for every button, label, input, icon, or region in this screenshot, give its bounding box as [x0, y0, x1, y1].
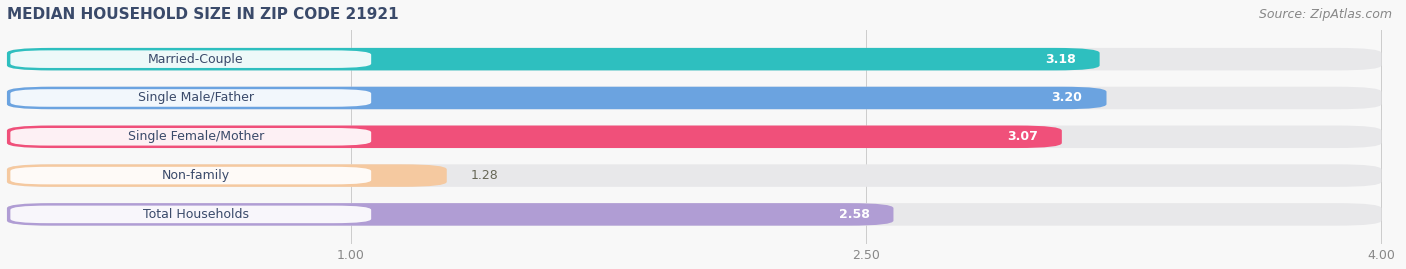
FancyBboxPatch shape	[10, 89, 371, 107]
Text: 1.28: 1.28	[471, 169, 499, 182]
FancyBboxPatch shape	[7, 87, 1107, 109]
Text: 2.58: 2.58	[838, 208, 869, 221]
FancyBboxPatch shape	[7, 87, 1381, 109]
Text: 3.18: 3.18	[1045, 53, 1076, 66]
FancyBboxPatch shape	[7, 164, 447, 187]
Text: Single Male/Father: Single Male/Father	[138, 91, 254, 104]
FancyBboxPatch shape	[7, 48, 1381, 70]
FancyBboxPatch shape	[10, 128, 371, 146]
Text: 3.07: 3.07	[1007, 130, 1038, 143]
FancyBboxPatch shape	[7, 126, 1062, 148]
Text: Non-family: Non-family	[162, 169, 231, 182]
Text: Total Households: Total Households	[143, 208, 249, 221]
FancyBboxPatch shape	[10, 167, 371, 184]
FancyBboxPatch shape	[7, 203, 893, 226]
Text: Source: ZipAtlas.com: Source: ZipAtlas.com	[1258, 8, 1392, 21]
Text: Single Female/Mother: Single Female/Mother	[128, 130, 264, 143]
Text: 3.20: 3.20	[1052, 91, 1083, 104]
FancyBboxPatch shape	[7, 164, 1381, 187]
FancyBboxPatch shape	[7, 203, 1381, 226]
FancyBboxPatch shape	[7, 48, 1099, 70]
Text: MEDIAN HOUSEHOLD SIZE IN ZIP CODE 21921: MEDIAN HOUSEHOLD SIZE IN ZIP CODE 21921	[7, 7, 398, 22]
Text: Married-Couple: Married-Couple	[148, 53, 243, 66]
FancyBboxPatch shape	[10, 50, 371, 68]
FancyBboxPatch shape	[10, 206, 371, 223]
FancyBboxPatch shape	[7, 126, 1381, 148]
